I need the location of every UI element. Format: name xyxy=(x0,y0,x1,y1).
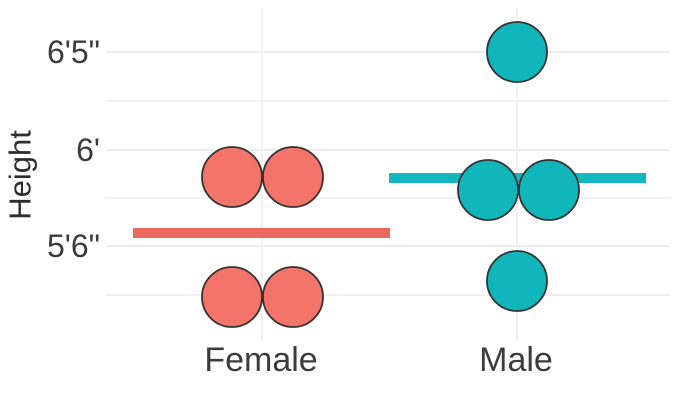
data-point-male-2 xyxy=(518,159,580,221)
y-axis-title: Height xyxy=(3,130,38,220)
data-point-female-0 xyxy=(201,146,263,208)
data-point-female-2 xyxy=(201,266,263,328)
y-tick-label-2: 5'6" xyxy=(47,228,100,264)
data-point-male-0 xyxy=(486,21,548,83)
x-category-label-female: Female xyxy=(204,341,317,379)
data-point-female-1 xyxy=(262,146,324,208)
data-point-male-3 xyxy=(486,250,548,312)
y-tick-label-1: 6' xyxy=(76,132,100,168)
data-point-male-1 xyxy=(457,159,519,221)
y-tick-label-0: 6'5" xyxy=(47,34,100,70)
data-point-female-3 xyxy=(262,266,324,328)
x-category-label-male: Male xyxy=(479,341,553,379)
